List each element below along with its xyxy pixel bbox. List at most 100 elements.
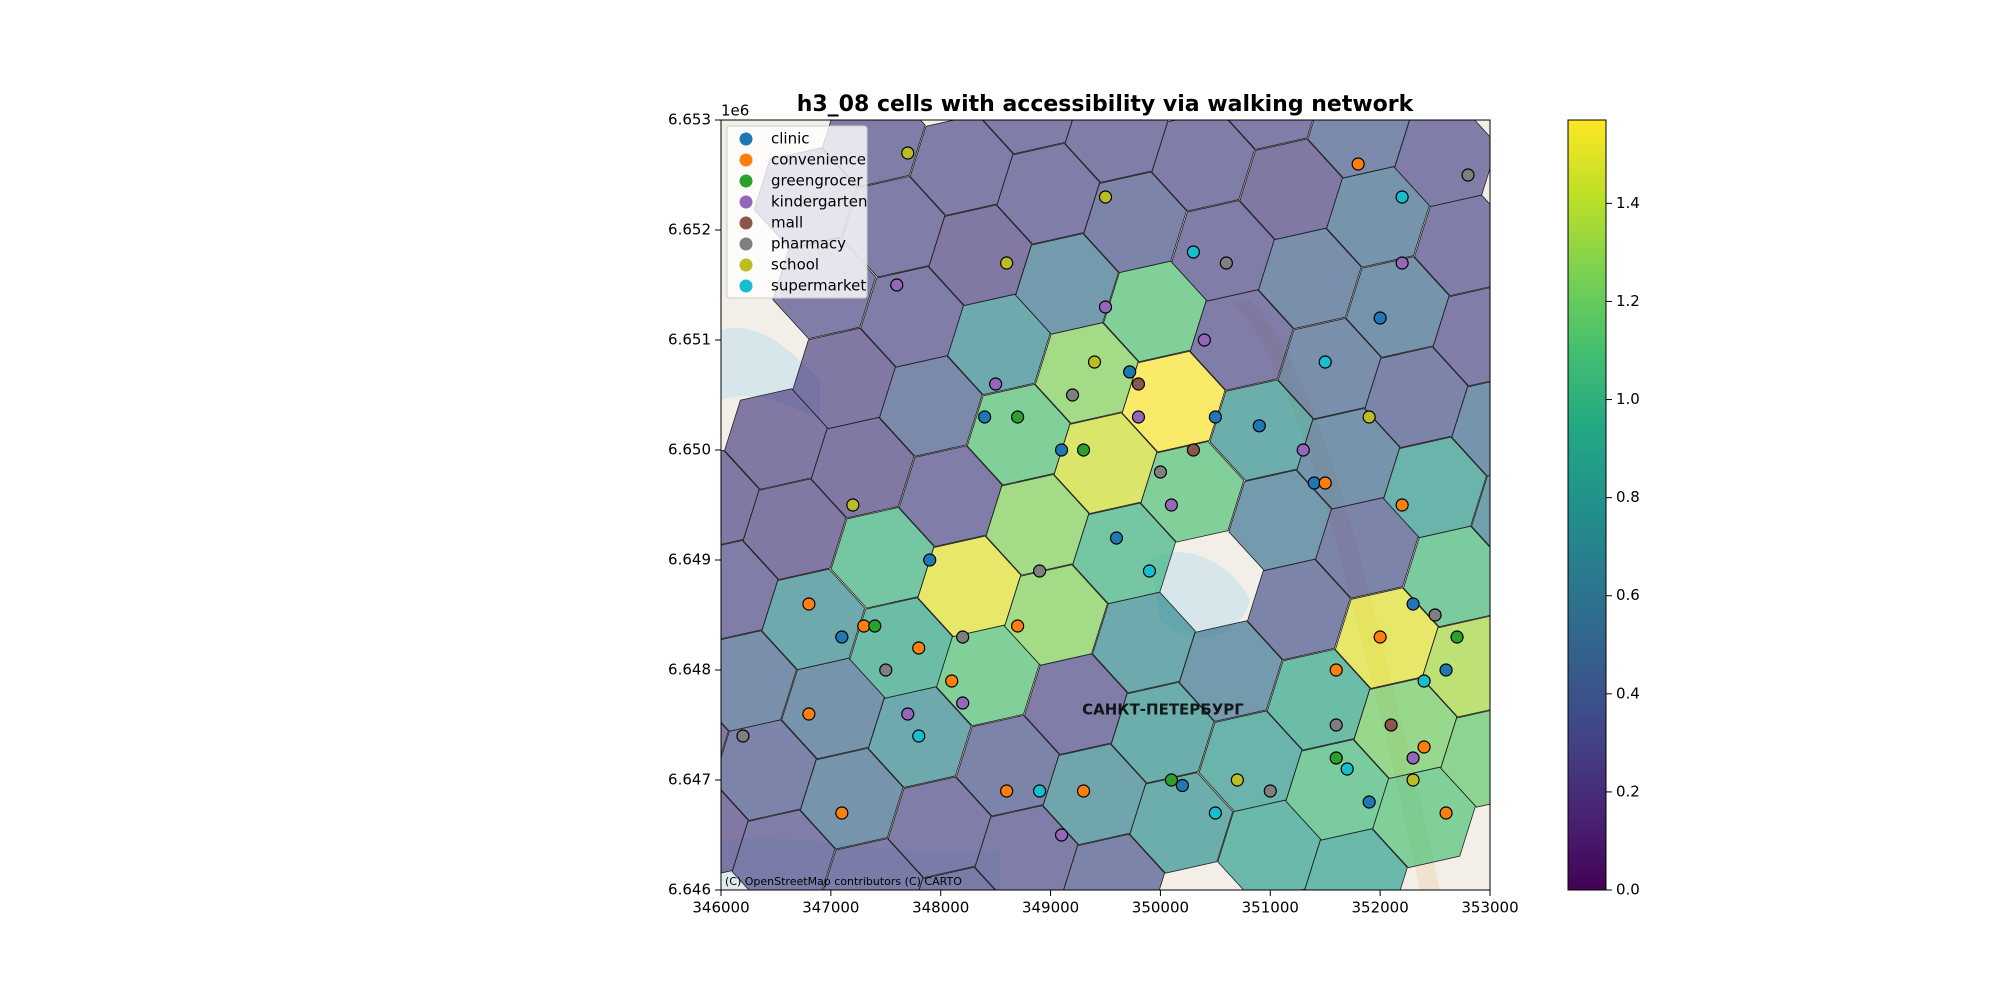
poi-point — [1351, 157, 1365, 171]
poi-point — [802, 707, 816, 721]
y-tick-label: 6.649 — [668, 551, 711, 569]
poi-point — [879, 663, 893, 677]
hex-cell — [731, 809, 836, 890]
poi-point — [890, 278, 904, 292]
poi-point — [1230, 773, 1244, 787]
hex-cell — [1239, 138, 1343, 241]
colorbar-tick-label: 0.6 — [1616, 586, 1640, 604]
poi-point — [1065, 388, 1080, 402]
hex-cell — [1372, 766, 1476, 869]
legend-label: mall — [771, 214, 803, 232]
legend-marker — [739, 216, 753, 230]
legend: clinic convenience greengrocer kindergarten… — [726, 125, 868, 299]
poi-point — [1329, 663, 1343, 677]
hex-cell — [1151, 120, 1256, 212]
hex-cell — [761, 568, 866, 671]
colorbar — [1567, 119, 1607, 891]
x-tick-label: 346000 — [692, 899, 749, 917]
y-tick-label: 6.648 — [668, 661, 711, 679]
poi-point — [1011, 619, 1025, 633]
poi-point — [1340, 762, 1354, 776]
hex-cell — [898, 445, 1003, 547]
poi-point — [1011, 410, 1025, 424]
poi-point — [1186, 245, 1200, 259]
x-tick-label: 351000 — [1242, 899, 1299, 917]
poi-point — [1450, 630, 1464, 644]
hex-cell — [918, 866, 996, 890]
poi-point — [956, 696, 970, 710]
chart-title: h3_08 cells with accessibility via walki… — [797, 92, 1415, 117]
hex-cell — [1129, 772, 1234, 874]
poi-point — [857, 619, 871, 633]
poi-point — [1307, 476, 1321, 490]
hex-cell — [1440, 710, 1490, 808]
poi-point — [1329, 751, 1343, 765]
legend-marker — [739, 132, 753, 146]
legend-label: clinic — [771, 130, 810, 148]
points — [736, 146, 1475, 842]
poi-point — [1406, 751, 1420, 765]
poi-point — [978, 410, 992, 424]
hex-cells — [721, 120, 1490, 890]
colorbar-tick-label: 0.8 — [1616, 488, 1640, 506]
colorbar-tick-label: 0.2 — [1616, 782, 1640, 800]
poi-point — [1373, 630, 1387, 644]
poi-point — [1384, 718, 1398, 732]
hex-cell — [1064, 120, 1169, 183]
poi-point — [901, 146, 915, 160]
hex-cell — [1315, 497, 1419, 599]
poi-point — [1362, 795, 1376, 809]
hex-cell — [1121, 350, 1226, 453]
hex-cell — [1063, 833, 1166, 890]
hex-cell — [1451, 381, 1490, 477]
legend-marker — [739, 258, 753, 272]
attribution: (C) OpenStreetMap contributors (C) CARTO — [725, 875, 962, 888]
hex-cell — [724, 388, 828, 490]
poi-point — [1406, 773, 1420, 787]
hex-cell — [966, 383, 1071, 486]
basemap-labels: САНКТ-ПЕТЕРБУРГ — [1082, 701, 1244, 719]
legend-marker — [739, 279, 753, 293]
poi-point — [835, 806, 849, 820]
hex-cell — [1015, 233, 1119, 335]
legend-label: kindergarten — [771, 193, 868, 211]
hex-cell — [974, 805, 1079, 890]
hex-cell — [928, 204, 1033, 307]
poi-point — [956, 630, 970, 644]
poi-point — [1032, 784, 1047, 798]
legend-label: pharmacy — [771, 235, 846, 253]
poi-point — [1439, 663, 1453, 677]
poi-point — [1164, 773, 1179, 787]
hex-cell — [996, 142, 1101, 245]
poi-point — [835, 630, 849, 644]
poi-point — [1076, 443, 1091, 457]
poi-point — [1000, 256, 1014, 270]
poi-point — [1054, 443, 1069, 457]
poi-point — [1219, 256, 1233, 270]
poi-point — [1197, 333, 1211, 347]
poi-point — [989, 377, 1003, 391]
poi-point — [1131, 377, 1146, 391]
poi-point — [1098, 300, 1113, 314]
legend-marker — [739, 237, 753, 251]
y-tick-label: 6.650 — [668, 441, 711, 459]
x-tick-label: 352000 — [1352, 899, 1409, 917]
hex-cell — [799, 747, 904, 850]
hex-cell — [792, 327, 896, 430]
poi-point — [1032, 564, 1047, 578]
poi-point — [1417, 740, 1431, 754]
legend-label: supermarket — [771, 277, 866, 295]
poi-point — [1208, 806, 1222, 820]
hex-cell — [1432, 287, 1490, 387]
poi-point — [1373, 311, 1387, 325]
x-tick-label: 349000 — [1022, 899, 1079, 917]
hex-cell — [721, 722, 729, 757]
hex-cell — [1171, 200, 1275, 302]
hex-cell — [1247, 558, 1351, 661]
x-tick-label: 353000 — [1461, 899, 1518, 917]
poi-point — [1153, 465, 1168, 479]
poi-point — [1087, 355, 1102, 369]
y-tick-label: 6.647 — [668, 771, 711, 789]
